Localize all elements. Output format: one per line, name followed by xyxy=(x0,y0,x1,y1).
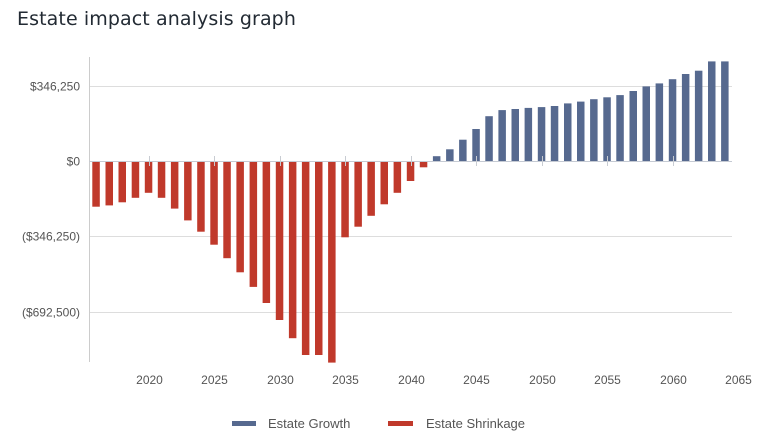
bar-growth[interactable] xyxy=(668,79,677,161)
x-tick-label: 2040 xyxy=(398,373,425,387)
x-tick-label: 2035 xyxy=(332,373,359,387)
bar-growth[interactable] xyxy=(577,101,585,161)
bar-shrinkage[interactable] xyxy=(328,161,336,363)
bar-growth[interactable] xyxy=(603,97,611,161)
legend-label-growth: Estate Growth xyxy=(268,416,350,431)
bar-growth[interactable] xyxy=(629,91,638,161)
bar-shrinkage[interactable] xyxy=(275,161,284,320)
bar-growth[interactable] xyxy=(472,129,480,161)
bar-shrinkage[interactable] xyxy=(341,161,349,238)
bar-growth[interactable] xyxy=(511,109,520,161)
bar-growth[interactable] xyxy=(498,110,506,161)
bar-shrinkage[interactable] xyxy=(236,161,244,273)
bar-growth[interactable] xyxy=(708,61,716,161)
bar-growth[interactable] xyxy=(537,107,546,161)
y-axis-labels: $346,250 $0 ($346,250) ($692,500) xyxy=(22,80,80,320)
bar-shrinkage[interactable] xyxy=(301,161,310,355)
bar-shrinkage[interactable] xyxy=(223,161,231,259)
bar-shrinkage[interactable] xyxy=(249,161,258,287)
chart-title: Estate impact analysis graph xyxy=(17,8,296,30)
x-tick-label: 2060 xyxy=(660,373,687,387)
bars xyxy=(92,61,729,363)
legend-item-growth[interactable]: Estate Growth xyxy=(232,416,350,431)
bar-shrinkage[interactable] xyxy=(157,161,166,198)
bar-shrinkage[interactable] xyxy=(367,161,375,216)
bar-growth[interactable] xyxy=(655,83,664,161)
bar-growth[interactable] xyxy=(550,106,559,161)
x-tick-label: 2020 xyxy=(136,373,163,387)
bar-shrinkage[interactable] xyxy=(354,161,362,227)
bar-shrinkage[interactable] xyxy=(131,161,140,198)
bar-shrinkage[interactable] xyxy=(197,161,205,232)
bar-shrinkage[interactable] xyxy=(92,161,100,207)
bar-shrinkage[interactable] xyxy=(170,161,179,209)
x-tick-label: 2045 xyxy=(463,373,490,387)
legend: Estate Growth Estate Shrinkage xyxy=(232,416,525,431)
legend-label-shrinkage: Estate Shrinkage xyxy=(426,416,525,431)
bar-shrinkage[interactable] xyxy=(288,161,297,339)
bar-shrinkage[interactable] xyxy=(393,161,402,193)
bar-shrinkage[interactable] xyxy=(262,161,271,303)
x-axis-labels: 2020 2025 2030 2035 2040 2045 2050 2055 2060 2065 xyxy=(136,373,752,387)
bar-shrinkage[interactable] xyxy=(210,161,218,245)
x-tick-label: 2055 xyxy=(594,373,621,387)
bar-shrinkage[interactable] xyxy=(118,161,127,203)
bar-shrinkage[interactable] xyxy=(406,161,415,181)
bar-shrinkage[interactable] xyxy=(315,161,323,355)
y-tick-label: $0 xyxy=(67,155,81,169)
bar-shrinkage[interactable] xyxy=(380,161,389,205)
bar-shrinkage[interactable] xyxy=(184,161,192,221)
bar-shrinkage[interactable] xyxy=(419,161,428,168)
axes xyxy=(89,57,732,362)
bar-growth[interactable] xyxy=(524,107,533,161)
bar-growth[interactable] xyxy=(721,61,729,161)
bar-growth[interactable] xyxy=(681,74,690,161)
bar-growth[interactable] xyxy=(446,149,454,161)
bar-growth[interactable] xyxy=(694,70,703,161)
y-tick-label: ($346,250) xyxy=(22,230,80,244)
legend-swatch-growth xyxy=(232,421,256,426)
y-tick-label: ($692,500) xyxy=(22,306,80,320)
bar-shrinkage[interactable] xyxy=(144,161,153,193)
bar-growth[interactable] xyxy=(485,116,493,161)
x-tick-label: 2030 xyxy=(267,373,294,387)
bar-growth[interactable] xyxy=(590,99,598,161)
y-tick-label: $346,250 xyxy=(30,80,80,94)
bar-growth[interactable] xyxy=(459,139,467,161)
x-tick-label: 2025 xyxy=(201,373,228,387)
x-tick-label: 2065 xyxy=(725,373,752,387)
bar-growth[interactable] xyxy=(642,86,651,161)
legend-item-shrinkage[interactable]: Estate Shrinkage xyxy=(388,416,525,431)
bar-growth[interactable] xyxy=(432,156,441,161)
legend-swatch-shrinkage xyxy=(388,421,413,426)
bar-growth[interactable] xyxy=(616,95,624,161)
bar-shrinkage[interactable] xyxy=(105,161,114,206)
bar-growth[interactable] xyxy=(564,103,572,161)
x-tick-label: 2050 xyxy=(529,373,556,387)
